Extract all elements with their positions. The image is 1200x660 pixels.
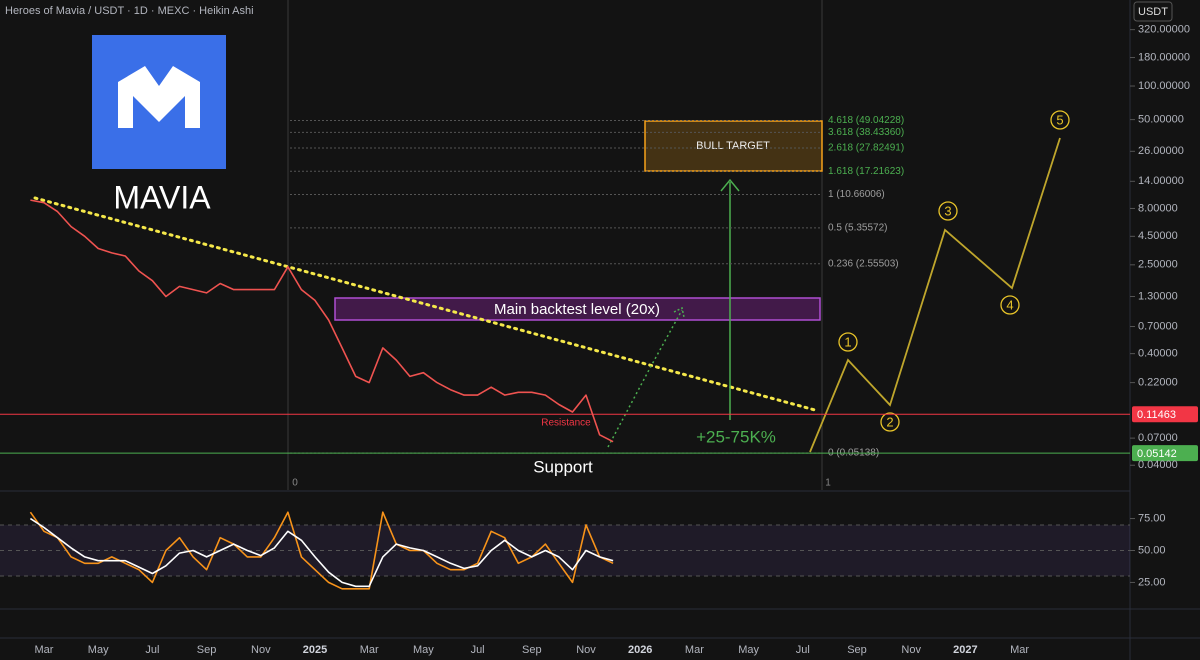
wave-circle bbox=[1000, 295, 1020, 315]
wave-labels bbox=[838, 110, 1070, 432]
wave-label: 3 bbox=[944, 203, 951, 218]
price-tag bbox=[1132, 445, 1198, 462]
y-tick-label: 4.50000 bbox=[1138, 230, 1178, 242]
wave-circle bbox=[838, 332, 858, 352]
y-tick-label: 0.07000 bbox=[1138, 432, 1178, 444]
currency-box[interactable] bbox=[1133, 1, 1173, 22]
x-tick-label: Sep bbox=[847, 644, 867, 656]
x-tick-label: Nov bbox=[901, 644, 921, 656]
y-tick-label: 0.04000 bbox=[1138, 459, 1178, 471]
y-tick-label: 25.00 bbox=[1138, 576, 1166, 588]
price-tag-label: 0.05142 bbox=[1137, 448, 1177, 460]
fib-label: 1.618 (17.21623) bbox=[828, 166, 904, 177]
currency[interactable]: USDT bbox=[1138, 6, 1168, 18]
y-tick-label: 26.00000 bbox=[1138, 145, 1184, 157]
x-tick-label: Jul bbox=[471, 644, 485, 656]
y-tick-label: 2.50000 bbox=[1138, 259, 1178, 271]
x-tick-label: Mar bbox=[35, 644, 54, 656]
y-tick-label: 320.00000 bbox=[1138, 24, 1190, 36]
y-tick-label: 100.00000 bbox=[1138, 80, 1190, 92]
series-line bbox=[29, 511, 614, 590]
x-tick-label: Jul bbox=[145, 644, 159, 656]
x-tick-label: Nov bbox=[576, 644, 596, 656]
series-line bbox=[30, 199, 614, 443]
backtest-box bbox=[334, 297, 821, 321]
fib-label: 1 (10.66006) bbox=[828, 189, 885, 200]
x-tick-label: Jul bbox=[796, 644, 810, 656]
series-line bbox=[29, 517, 614, 588]
y-tick-label: 0.22000 bbox=[1138, 377, 1178, 389]
y-tick-label: 50.00 bbox=[1138, 544, 1166, 556]
wave-circle bbox=[938, 201, 958, 221]
fib-label: 0.5 (5.35572) bbox=[828, 223, 888, 234]
logo-text: MAVIA bbox=[113, 179, 211, 215]
fib-end-label: 1 bbox=[825, 478, 831, 489]
wave-path bbox=[809, 137, 1061, 453]
wave-circle bbox=[1050, 110, 1070, 130]
bull-target-label: BULL TARGET bbox=[696, 140, 770, 152]
fib-label: 0.236 (2.55503) bbox=[828, 258, 899, 269]
support-label: Support bbox=[533, 457, 593, 476]
x-tick-label: 2026 bbox=[628, 644, 652, 656]
wave-label: 4 bbox=[1006, 297, 1013, 312]
backtest-label: Main backtest level (20x) bbox=[494, 301, 660, 318]
y-tick-label: 0.40000 bbox=[1138, 348, 1178, 360]
fib-label: 2.618 (27.82491) bbox=[828, 143, 904, 154]
wave-label: 2 bbox=[886, 414, 893, 429]
y-tick-label: 50.00000 bbox=[1138, 114, 1184, 126]
fib-start-label: 0 bbox=[292, 478, 298, 489]
y-tick-label: 1.30000 bbox=[1138, 290, 1178, 302]
x-tick-label: Sep bbox=[197, 644, 217, 656]
y-tick-label: 8.00000 bbox=[1138, 202, 1178, 214]
trendline bbox=[33, 196, 817, 412]
price-tag-label: 0.11463 bbox=[1137, 409, 1176, 421]
symbol-info: Heroes of Mavia / USDT · 1D · MEXC · Hei… bbox=[5, 5, 254, 17]
gain-label: +25-75K% bbox=[696, 427, 776, 446]
fib-label: 4.618 (49.04228) bbox=[828, 115, 904, 126]
x-tick-label: 2025 bbox=[303, 644, 327, 656]
y-tick-label: 180.00000 bbox=[1138, 51, 1190, 63]
target-arrow-head bbox=[720, 178, 740, 192]
x-tick-label: Mar bbox=[1010, 644, 1029, 656]
fib-label: 3.618 (38.43360) bbox=[828, 127, 904, 138]
wave-label: 1 bbox=[844, 334, 851, 349]
x-tick-label: Sep bbox=[522, 644, 542, 656]
x-tick-label: 2027 bbox=[953, 644, 977, 656]
wave-label: 5 bbox=[1056, 112, 1063, 127]
price-tag bbox=[1132, 406, 1198, 423]
x-tick-label: Mar bbox=[685, 644, 704, 656]
projection-head bbox=[673, 306, 685, 318]
y-tick-label: 14.00000 bbox=[1138, 175, 1184, 187]
y-tick-label: 0.70000 bbox=[1138, 320, 1178, 332]
x-tick-label: Mar bbox=[360, 644, 379, 656]
bull-target-box bbox=[644, 120, 823, 172]
resistance-label: Resistance bbox=[541, 418, 591, 429]
logo-mark bbox=[118, 66, 200, 128]
y-tick-label: 75.00 bbox=[1138, 512, 1166, 524]
x-tick-label: Nov bbox=[251, 644, 271, 656]
x-tick-label: May bbox=[738, 644, 759, 656]
x-tick-label: May bbox=[413, 644, 434, 656]
x-tick-label: May bbox=[88, 644, 109, 656]
wave-circle bbox=[880, 412, 900, 432]
